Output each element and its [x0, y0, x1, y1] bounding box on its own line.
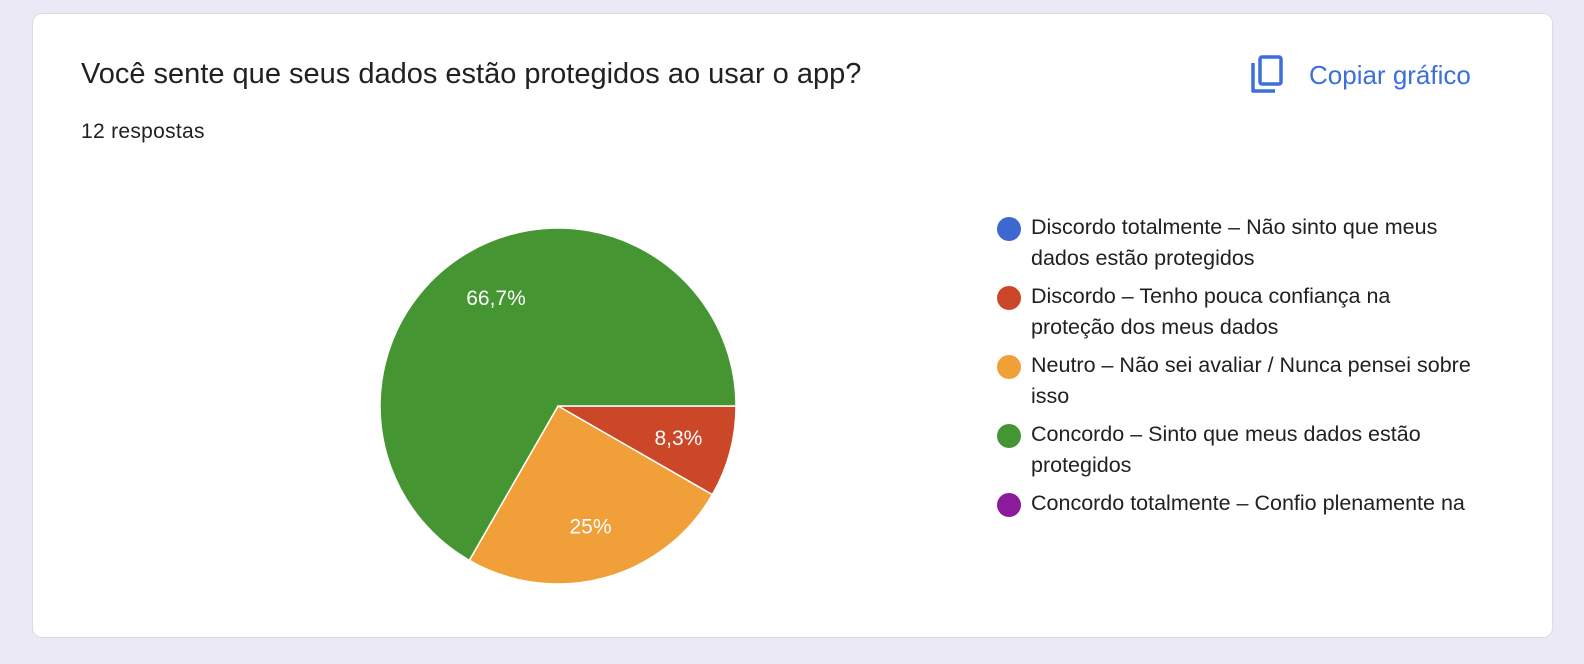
copy-chart-button[interactable]: Copiar gráfico — [1245, 52, 1479, 98]
pie-slice-2[interactable] — [468, 404, 714, 585]
legend-swatch-0 — [997, 217, 1021, 241]
pie-chart: 8,3% 25% 66,7% — [373, 209, 773, 614]
legend-swatch-2 — [997, 355, 1021, 379]
slice-label-1: 8,3% — [654, 427, 702, 450]
legend-item-2[interactable]: Neutro – Não sei avaliar / Nunca pensei … — [997, 350, 1477, 412]
legend-item-1[interactable]: Discordo – Tenho pouca confiança na prot… — [997, 281, 1477, 343]
legend-swatch-3 — [997, 424, 1021, 448]
legend-swatch-1 — [997, 286, 1021, 310]
legend-item-3[interactable]: Concordo – Sinto que meus dados estão pr… — [997, 419, 1477, 481]
legend-label-4: Concordo totalmente – Confio plenamente … — [1031, 491, 1465, 515]
slice-label-2: 25% — [569, 515, 611, 538]
legend-label-1: Discordo – Tenho pouca confiança na prot… — [1031, 284, 1391, 339]
legend-label-0: Discordo totalmente – Não sinto que meus… — [1031, 215, 1438, 270]
legend-label-2: Neutro – Não sei avaliar / Nunca pensei … — [1031, 353, 1471, 408]
copy-chart-label: Copiar gráfico — [1309, 59, 1471, 90]
pie-slice-3[interactable] — [379, 227, 737, 562]
legend-item-4[interactable]: Concordo totalmente – Confio plenamente … — [997, 488, 1477, 519]
legend-swatch-4 — [997, 493, 1021, 517]
chart-card: Você sente que seus dados estão protegid… — [32, 13, 1553, 638]
question-title: Você sente que seus dados estão protegid… — [81, 58, 862, 90]
response-count: 12 respostas — [81, 120, 205, 143]
pie-slice-1[interactable] — [555, 405, 737, 496]
slice-label-3: 66,7% — [466, 287, 526, 310]
pie-chart-svg: 8,3% 25% 66,7% — [379, 227, 737, 585]
chart-legend: Discordo totalmente – Não sinto que meus… — [997, 212, 1477, 526]
legend-label-3: Concordo – Sinto que meus dados estão pr… — [1031, 422, 1421, 477]
legend-item-0[interactable]: Discordo totalmente – Não sinto que meus… — [997, 212, 1477, 274]
copy-icon — [1249, 55, 1285, 95]
